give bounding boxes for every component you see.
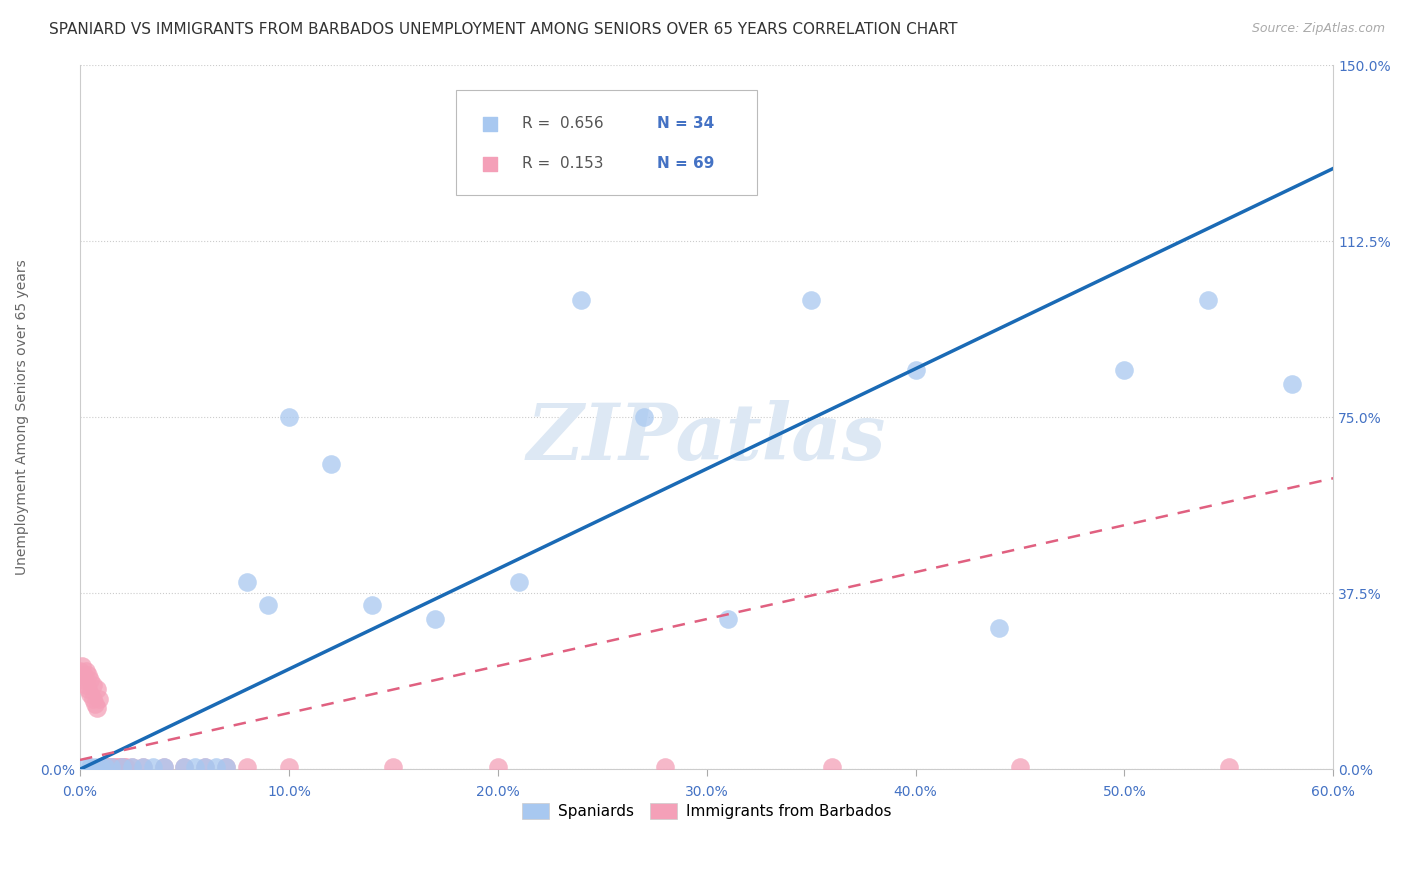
Point (75, 760, 97, 774)
Point (121, 760, 143, 774)
Point (111, 760, 134, 774)
Point (800, 293, 823, 307)
Point (100, 760, 122, 774)
Point (173, 760, 195, 774)
Point (277, 410, 299, 425)
Point (94, 760, 117, 774)
Point (111, 760, 134, 774)
Point (70, 659, 93, 673)
Point (277, 760, 299, 774)
Point (654, 760, 676, 774)
Point (90, 760, 112, 774)
Legend: Spaniards, Immigrants from Barbados: Spaniards, Immigrants from Barbados (516, 797, 898, 825)
Point (821, 760, 844, 774)
Point (82, 692, 104, 706)
Text: N = 34: N = 34 (657, 116, 714, 131)
Point (1114, 363, 1136, 377)
Point (108, 760, 131, 774)
Point (569, 293, 592, 307)
Point (104, 760, 127, 774)
Point (257, 598, 280, 612)
Point (83, 697, 105, 711)
Point (83, 760, 105, 774)
Point (236, 760, 259, 774)
Point (633, 410, 655, 425)
Point (75, 664, 97, 678)
Point (215, 760, 238, 774)
Point (79, 760, 101, 774)
Point (100, 760, 122, 774)
Point (91, 760, 114, 774)
Point (90, 760, 112, 774)
Point (215, 760, 238, 774)
Text: Source: ZipAtlas.com: Source: ZipAtlas.com (1251, 22, 1385, 36)
Point (131, 760, 153, 774)
Point (142, 760, 165, 774)
Point (69, 664, 91, 678)
Point (94, 760, 117, 774)
Point (87, 692, 110, 706)
Point (1008, 760, 1031, 774)
Point (194, 760, 217, 774)
Point (752, 359, 775, 373)
Point (1197, 293, 1219, 307)
Point (173, 760, 195, 774)
Point (90, 760, 112, 774)
Point (82, 678, 104, 692)
Point (73, 673, 96, 687)
Point (486, 760, 509, 774)
Point (194, 760, 217, 774)
Point (508, 574, 530, 589)
Point (152, 760, 174, 774)
Point (98, 760, 121, 774)
Point (1218, 760, 1240, 774)
Point (77, 682, 100, 697)
Text: R =  0.656: R = 0.656 (523, 116, 605, 131)
Point (152, 760, 174, 774)
Point (112, 760, 135, 774)
Point (988, 622, 1011, 636)
Point (75, 678, 97, 692)
Point (103, 760, 125, 774)
Point (86, 701, 108, 715)
Text: ZIPatlas: ZIPatlas (527, 401, 886, 476)
Point (77, 668, 100, 682)
Point (73, 668, 96, 682)
Point (204, 760, 226, 774)
Point (716, 612, 738, 626)
Point (79, 673, 101, 687)
Point (184, 760, 207, 774)
Point (382, 760, 405, 774)
Point (1281, 377, 1303, 392)
Text: R =  0.153: R = 0.153 (523, 156, 605, 171)
Text: SPANIARD VS IMMIGRANTS FROM BARBADOS UNEMPLOYMENT AMONG SENIORS OVER 65 YEARS CO: SPANIARD VS IMMIGRANTS FROM BARBADOS UNE… (49, 22, 957, 37)
Point (361, 598, 384, 612)
Point (107, 760, 129, 774)
Point (904, 363, 927, 377)
Point (79, 687, 101, 701)
Point (115, 760, 138, 774)
Point (86, 682, 108, 697)
Text: N = 69: N = 69 (657, 156, 714, 171)
Point (131, 760, 153, 774)
Point (236, 574, 259, 589)
Point (319, 457, 342, 471)
Point (96, 760, 118, 774)
Point (121, 760, 143, 774)
Point (752, 332, 775, 346)
Y-axis label: Unemployment Among Seniors over 65 years: Unemployment Among Seniors over 65 years (15, 260, 30, 575)
Point (423, 612, 446, 626)
FancyBboxPatch shape (456, 90, 756, 195)
